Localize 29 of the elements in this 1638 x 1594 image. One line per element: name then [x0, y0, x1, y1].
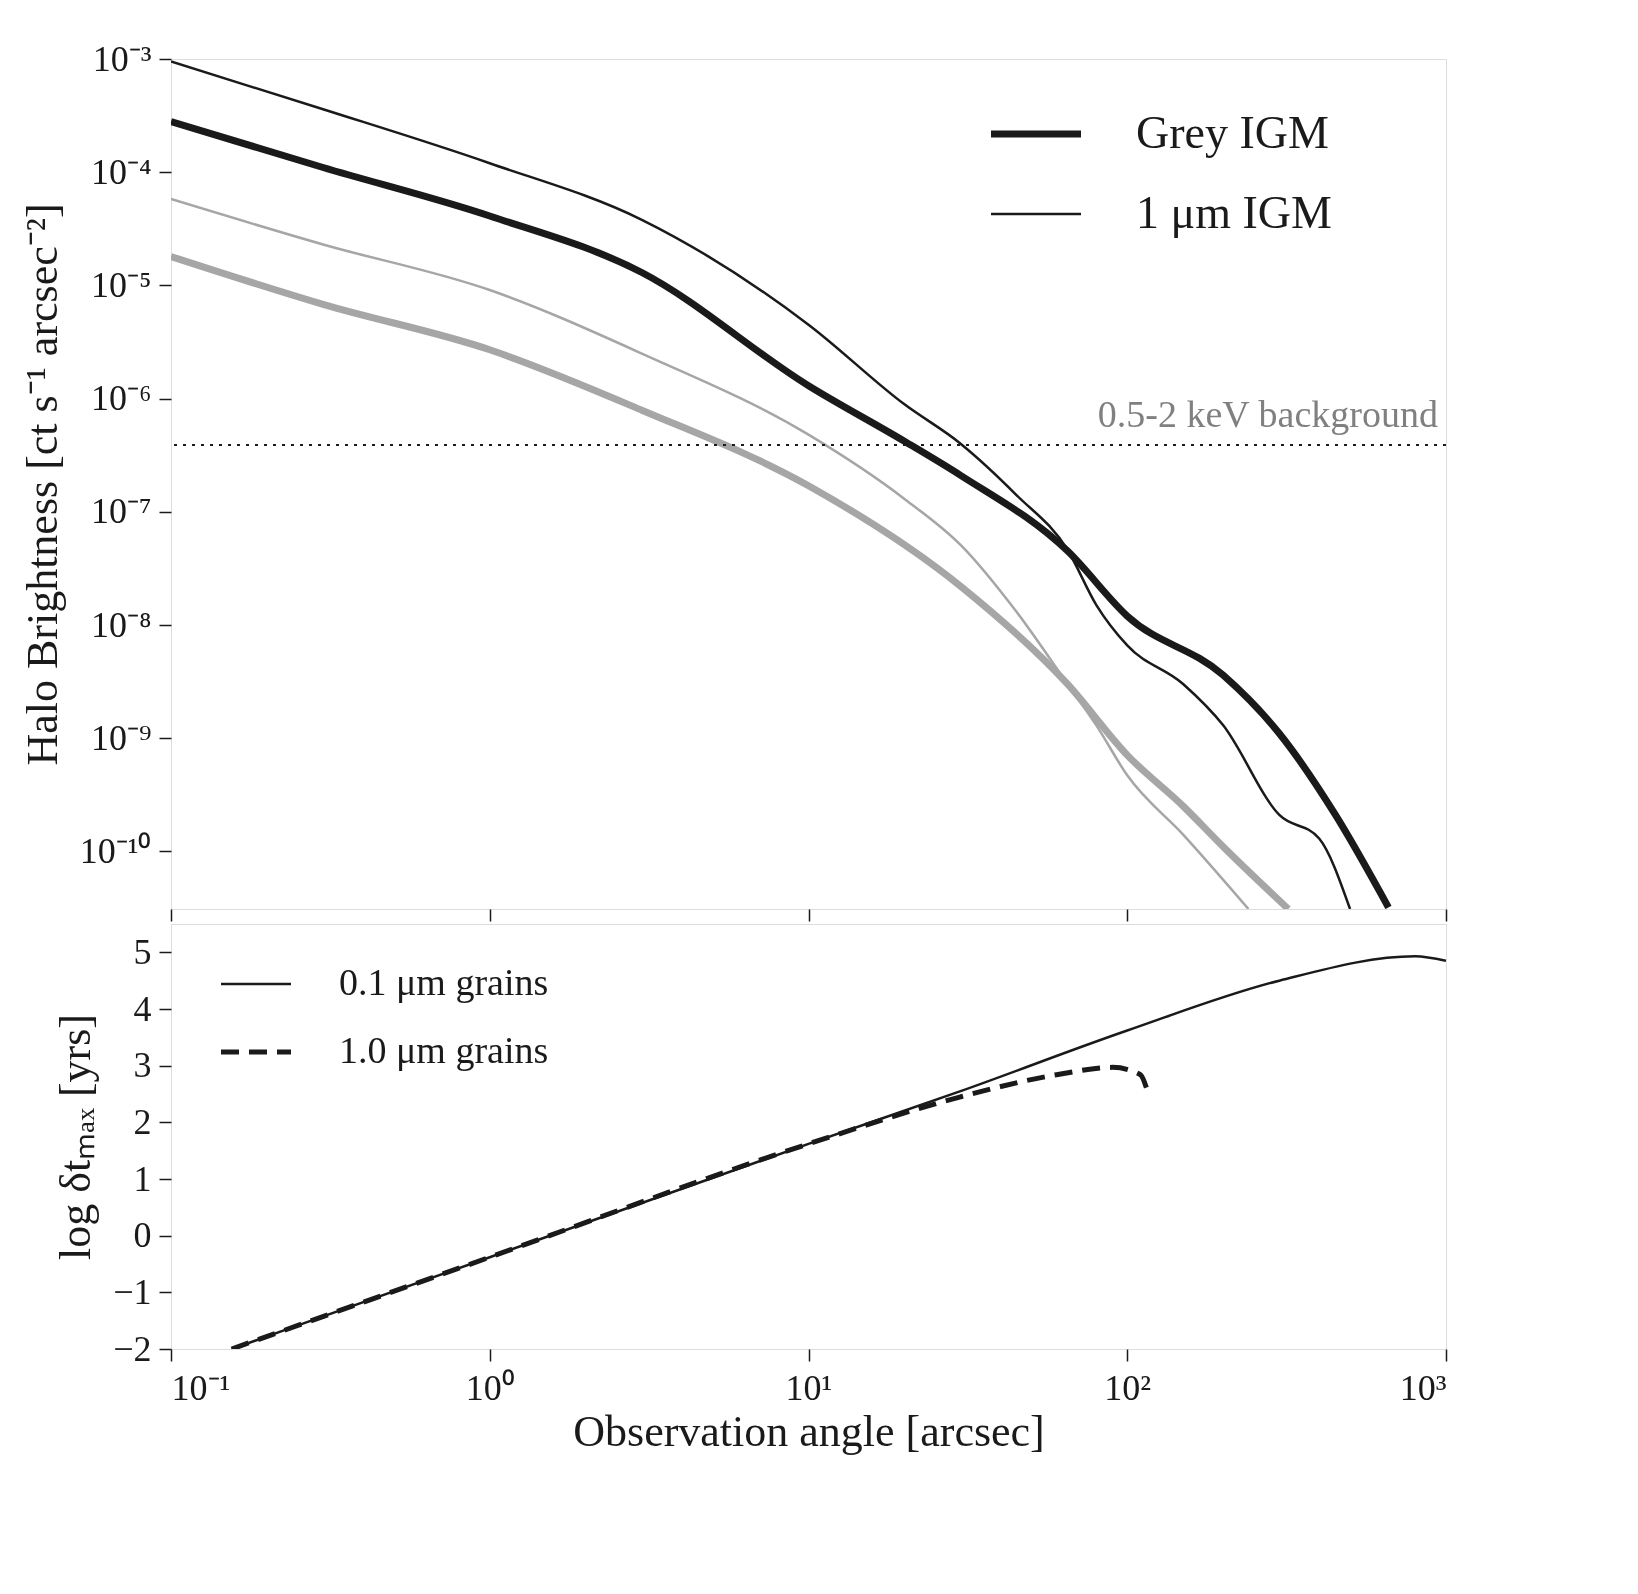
x-axis-title: Observation angle [arcsec]: [573, 1406, 1045, 1456]
x-tick-label: 10⁰: [465, 1367, 515, 1408]
x-tick-label: 10²: [1104, 1367, 1152, 1408]
y-tick-label: −2: [113, 1328, 152, 1369]
x-tick-label: 10³: [1399, 1367, 1447, 1408]
y-tick-label: 10⁻⁹: [90, 717, 152, 758]
y-axis-title: log δtₘₐₓ [yrs]: [51, 1013, 101, 1261]
y-tick-label: 2: [133, 1101, 152, 1142]
legend-label: 0.1 μm grains: [339, 961, 549, 1003]
y-axis-title: Halo Brightness [ct s⁻¹ arcsec⁻²]: [17, 203, 67, 766]
y-tick-label: 1: [133, 1158, 152, 1199]
legend-label: Grey IGM: [1136, 107, 1329, 158]
ref-line-label: 0.5-2 keV background: [1097, 392, 1438, 435]
y-tick-label: 0: [133, 1215, 152, 1256]
y-tick-label: 10⁻⁸: [90, 604, 152, 645]
y-tick-label: 10⁻³: [92, 38, 152, 79]
legend-label: 1 μm IGM: [1136, 187, 1332, 238]
x-tick-label: 10⁻¹: [171, 1367, 231, 1408]
y-tick-label: 5: [133, 931, 152, 972]
x-tick-label: 10¹: [785, 1367, 833, 1408]
y-tick-label: −1: [113, 1271, 152, 1312]
y-tick-label: 4: [133, 988, 152, 1029]
y-tick-label: 10⁻⁶: [90, 378, 152, 419]
y-tick-label: 10⁻¹⁰: [79, 830, 152, 871]
y-tick-label: 10⁻⁴: [90, 151, 152, 192]
y-tick-label: 3: [133, 1045, 152, 1086]
legend-label: 1.0 μm grains: [339, 1029, 549, 1071]
y-tick-label: 10⁻⁵: [90, 264, 152, 305]
y-tick-label: 10⁻⁷: [90, 491, 152, 532]
